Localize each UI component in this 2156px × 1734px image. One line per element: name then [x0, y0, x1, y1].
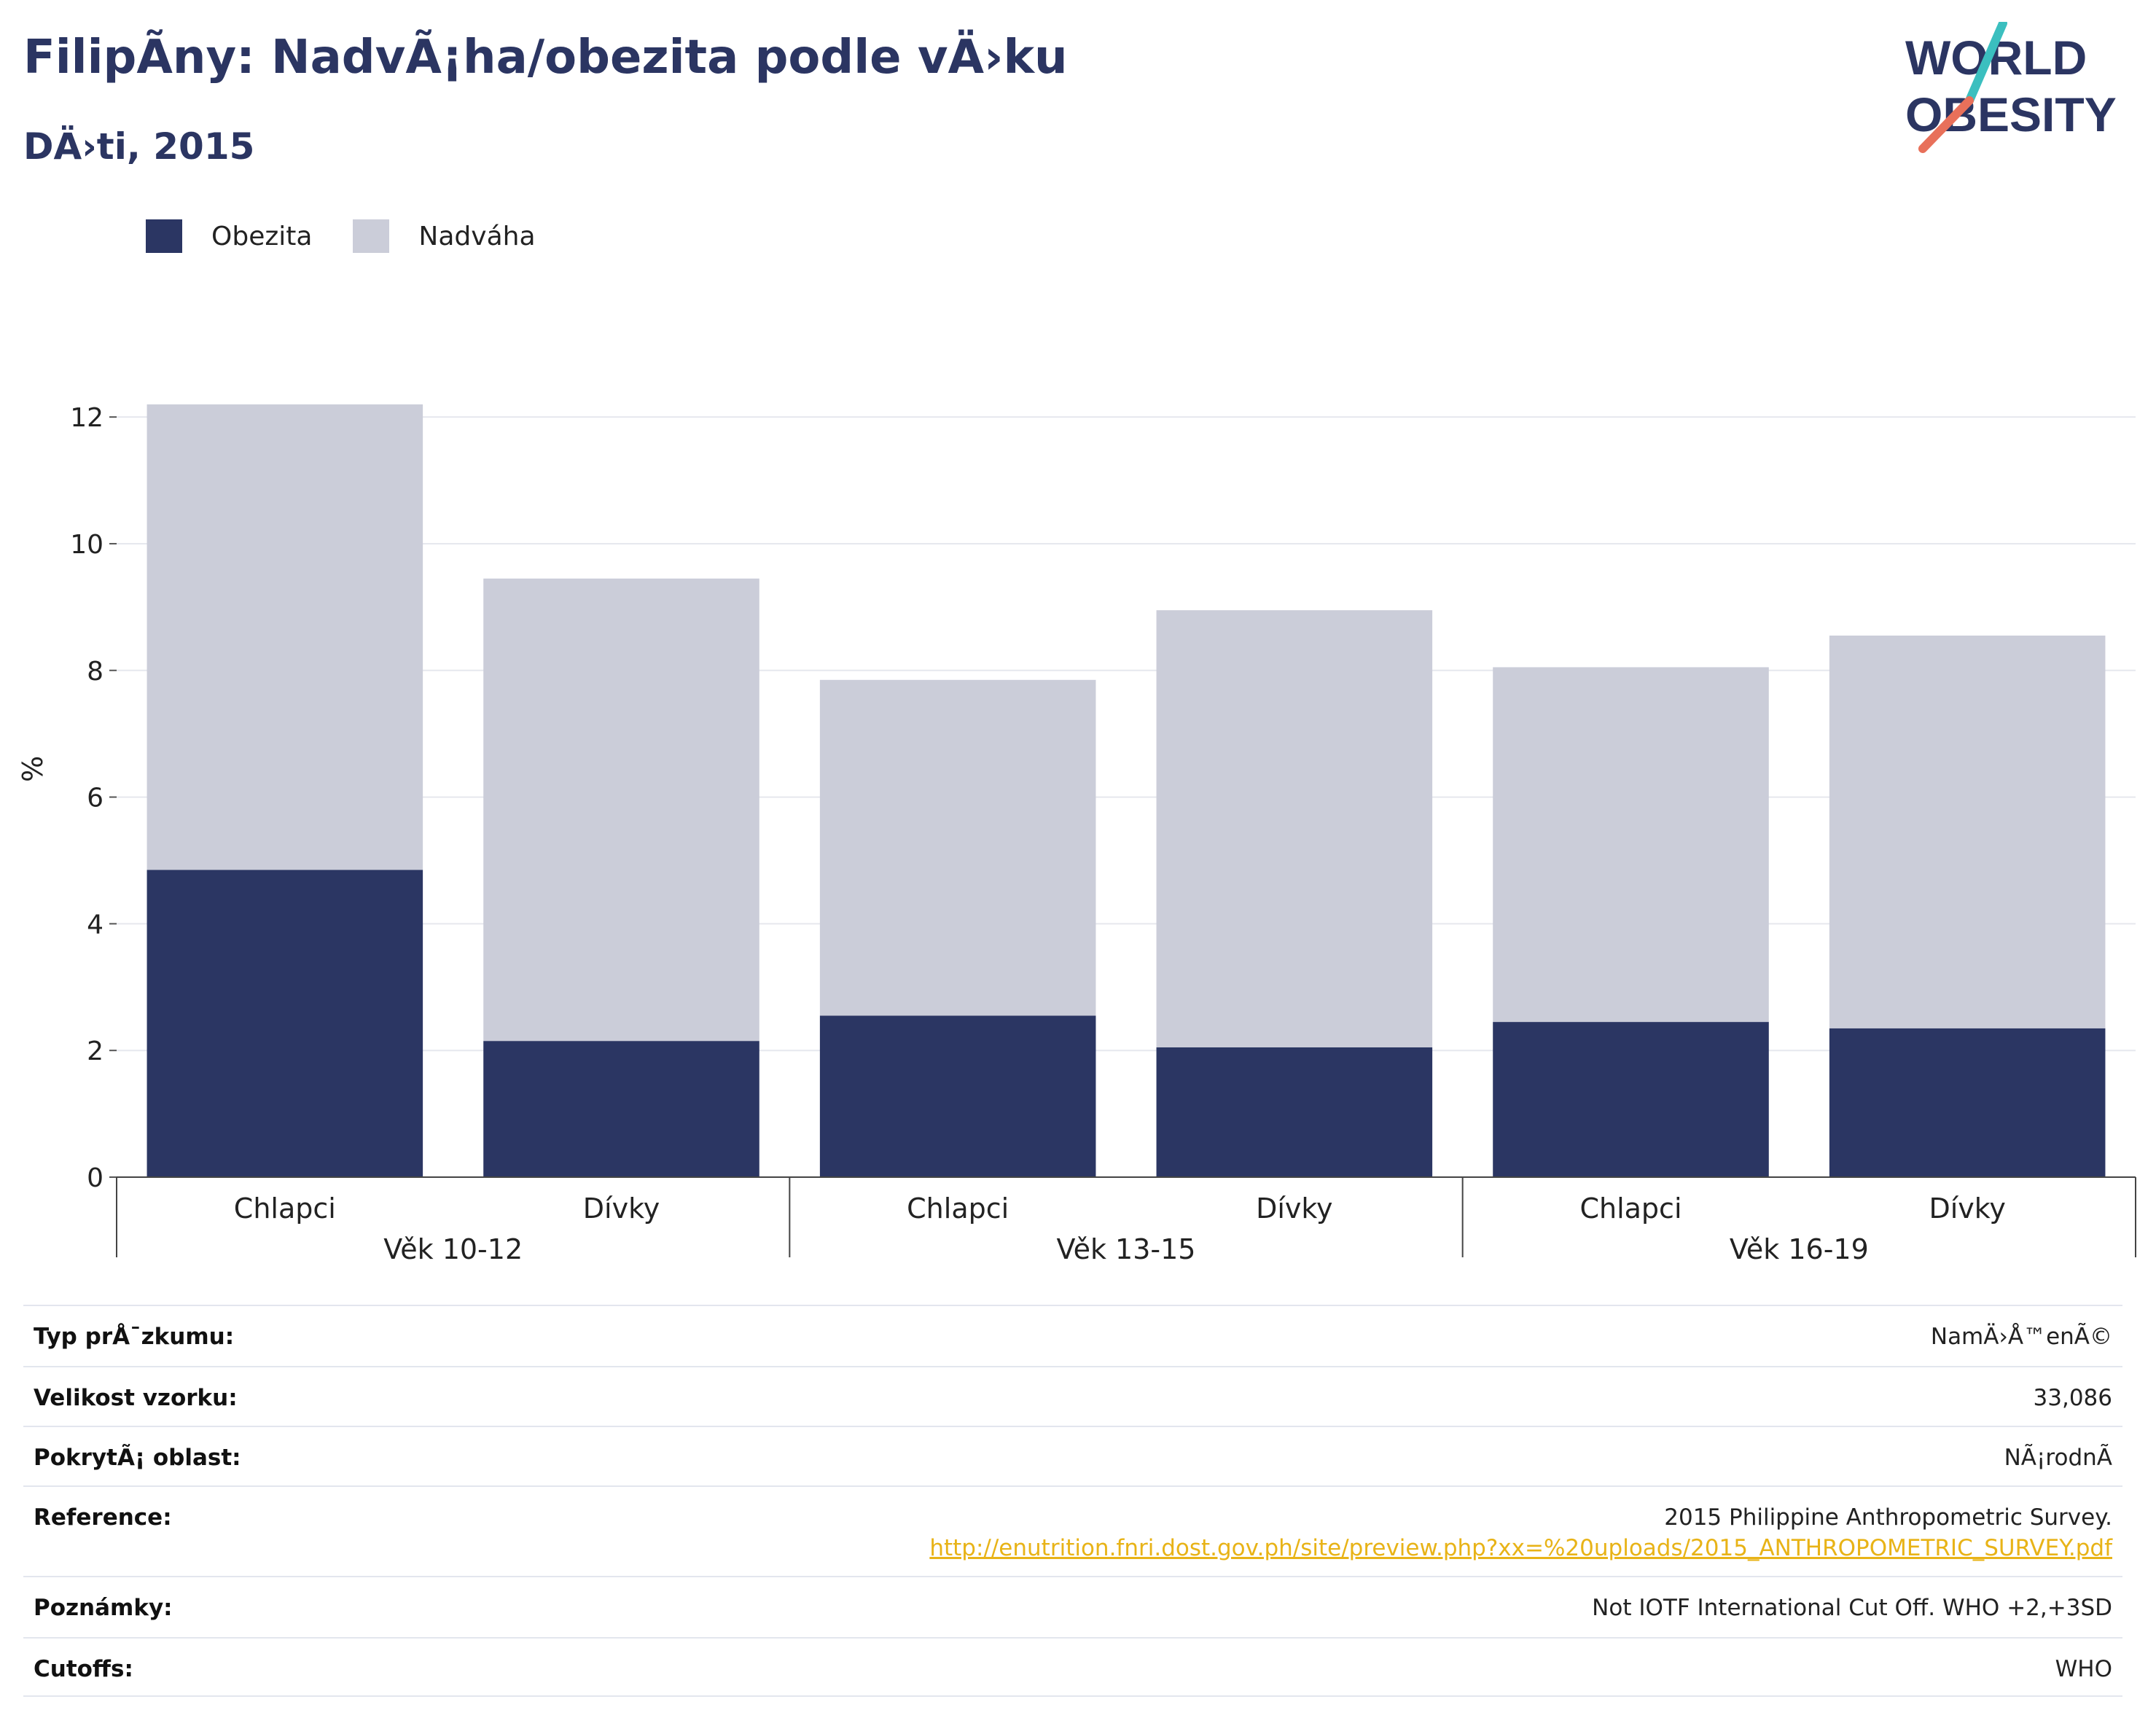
x-tick-label: Dívky — [583, 1192, 660, 1225]
y-tick-label: 0 — [87, 1163, 103, 1193]
x-tick-label: Chlapci — [234, 1192, 336, 1225]
logo-slash-teal — [1965, 22, 2007, 105]
y-tick-label: 2 — [87, 1036, 103, 1066]
bar-nadvha-1[interactable] — [483, 578, 759, 1042]
x-tick-label: Dívky — [1929, 1192, 2005, 1225]
meta-key: Typ prÅ¯zkumu: — [34, 1324, 235, 1350]
legend-label-obezita: Obezita — [211, 221, 313, 251]
meta-value: 2015 Philippine Anthropometric Survey. ht… — [929, 1504, 2112, 1561]
meta-key: PokrytÃ¡ oblast: — [34, 1445, 241, 1471]
meta-key: Cutoffs: — [34, 1656, 133, 1682]
y-tick-label: 10 — [70, 530, 103, 560]
y-tick-label: 12 — [70, 403, 103, 433]
chart-title: FilipÃny: NadvÃ¡ha/obezita podle vÄ›ku — [23, 31, 1068, 85]
meta-row: Typ prÅ¯zkumu: NamÄ›Å™enÃ© — [23, 1305, 2122, 1366]
meta-row: Cutoffs: WHO — [23, 1637, 2122, 1697]
y-tick-label: 6 — [87, 784, 103, 813]
bar-nadvha-3[interactable] — [1156, 610, 1433, 1047]
meta-value-text: 33,086 — [2033, 1385, 2112, 1411]
meta-value: 33,086 — [2034, 1385, 2112, 1411]
reference-link[interactable]: http://enutrition.fnri.dost.gov.ph/site/… — [929, 1535, 2112, 1561]
bar-obezita-4[interactable] — [1493, 1022, 1769, 1177]
logo-slash-coral — [1918, 96, 1974, 153]
bar-nadvha-4[interactable] — [1493, 667, 1769, 1023]
group-label: Věk 10-12 — [383, 1233, 523, 1265]
bar-obezita-3[interactable] — [1156, 1047, 1433, 1177]
chart-legend: Obezita Nadváha — [146, 217, 577, 255]
meta-row: Poznámky: Not IOTF International Cut Off.… — [23, 1576, 2122, 1637]
x-tick-label: Chlapci — [1579, 1192, 1682, 1225]
bars — [147, 404, 2106, 1177]
y-tick-label: 4 — [87, 910, 103, 940]
y-axis-ticks: 0 2 4 6 8 10 12 — [70, 403, 117, 1193]
bar-obezita-2[interactable] — [819, 1015, 1096, 1177]
meta-value-text: 2015 Philippine Anthropometric Survey. — [1664, 1504, 2112, 1531]
chart-subtitle: DÄ›ti, 2015 — [23, 125, 255, 168]
x-axis: Chlapci Dívky Chlapci Dívky Chlapci Dívky Věk … — [116, 1176, 2136, 1265]
meta-value-text: WHO — [2055, 1656, 2112, 1682]
meta-row: Reference: 2015 Philippine Anthropometric… — [23, 1485, 2122, 1576]
legend-item-nadvaha[interactable]: Nadváha — [353, 219, 536, 253]
bar-nadvha-5[interactable] — [1829, 635, 2106, 1028]
group-label: Věk 16-19 — [1730, 1233, 1869, 1265]
meta-key: Poznámky: — [34, 1595, 173, 1621]
y-tick-label: 8 — [87, 657, 103, 687]
legend-label-nadvaha: Nadváha — [418, 221, 536, 251]
meta-value: NamÄ›Å™enÃ© — [1931, 1324, 2112, 1350]
legend-swatch-nadvaha — [353, 219, 390, 253]
meta-value-text: NÃ¡rodnÃ — [2004, 1445, 2112, 1471]
survey-details-table: Typ prÅ¯zkumu: NamÄ›Å™enÃ© Velikost vzorku… — [23, 1305, 2122, 1697]
y-axis-label: % — [17, 756, 49, 782]
bar-nadvha-0[interactable] — [147, 404, 423, 870]
meta-row: PokrytÃ¡ oblast: NÃ¡rodnÃ — [23, 1426, 2122, 1485]
meta-key: Reference: — [34, 1504, 172, 1531]
group-label: Věk 13-15 — [1057, 1233, 1196, 1265]
meta-value-text: Not IOTF International Cut Off. WHO +2,+… — [1592, 1595, 2112, 1621]
grid-lines — [117, 416, 2136, 1052]
world-obesity-logo: WORLD OBESITY — [1905, 22, 2117, 153]
bar-nadvha-2[interactable] — [819, 679, 1096, 1016]
bar-obezita-0[interactable] — [147, 870, 423, 1177]
meta-key: Velikost vzorku: — [34, 1385, 238, 1411]
legend-swatch-obezita — [146, 219, 182, 253]
meta-value-text: NamÄ›Å™enÃ© — [1930, 1324, 2112, 1350]
bar-obezita-5[interactable] — [1829, 1028, 2106, 1177]
legend-item-obezita[interactable]: Obezita — [146, 219, 312, 253]
meta-value: WHO — [2055, 1656, 2112, 1682]
x-tick-label: Chlapci — [907, 1192, 1009, 1225]
x-tick-label: Dívky — [1256, 1192, 1332, 1225]
bar-obezita-1[interactable] — [483, 1041, 759, 1177]
meta-value: Not IOTF International Cut Off. WHO +2,+… — [1592, 1595, 2112, 1621]
meta-row: Velikost vzorku: 33,086 — [23, 1366, 2122, 1426]
meta-value: NÃ¡rodnÃ — [2004, 1445, 2112, 1471]
